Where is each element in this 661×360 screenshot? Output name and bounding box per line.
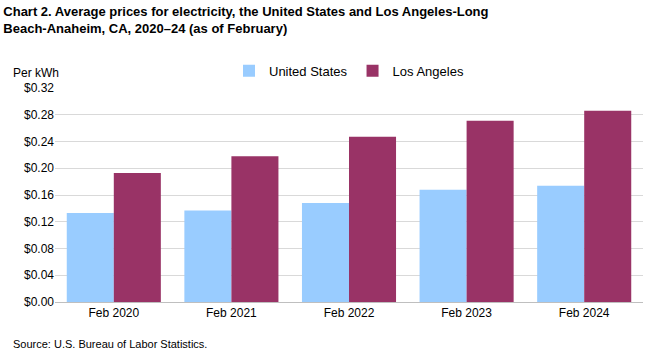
svg-text:Per kWh: Per kWh (13, 66, 59, 80)
svg-text:$0.20: $0.20 (24, 161, 54, 175)
svg-text:Feb 2022: Feb 2022 (324, 306, 375, 320)
svg-text:$0.04: $0.04 (24, 268, 54, 282)
svg-text:$0.08: $0.08 (24, 242, 54, 256)
svg-text:$0.16: $0.16 (24, 188, 54, 202)
svg-text:Feb 2021: Feb 2021 (206, 306, 257, 320)
svg-text:$0.28: $0.28 (24, 108, 54, 122)
svg-text:United States: United States (269, 64, 348, 79)
svg-text:Feb 2024: Feb 2024 (559, 306, 610, 320)
svg-text:Chart 2. Average prices for el: Chart 2. Average prices for electricity,… (3, 4, 488, 36)
svg-text:$0.00: $0.00 (24, 295, 54, 309)
svg-text:$0.12: $0.12 (24, 215, 54, 229)
svg-text:$0.32: $0.32 (24, 81, 54, 95)
svg-text:Source: U.S. Bureau of Labor S: Source: U.S. Bureau of Labor Statistics. (13, 338, 207, 350)
svg-text:Los Angeles: Los Angeles (393, 64, 464, 79)
svg-text:Feb 2020: Feb 2020 (88, 306, 139, 320)
svg-text:Feb 2023: Feb 2023 (441, 306, 492, 320)
svg-text:$0.24: $0.24 (24, 135, 54, 149)
